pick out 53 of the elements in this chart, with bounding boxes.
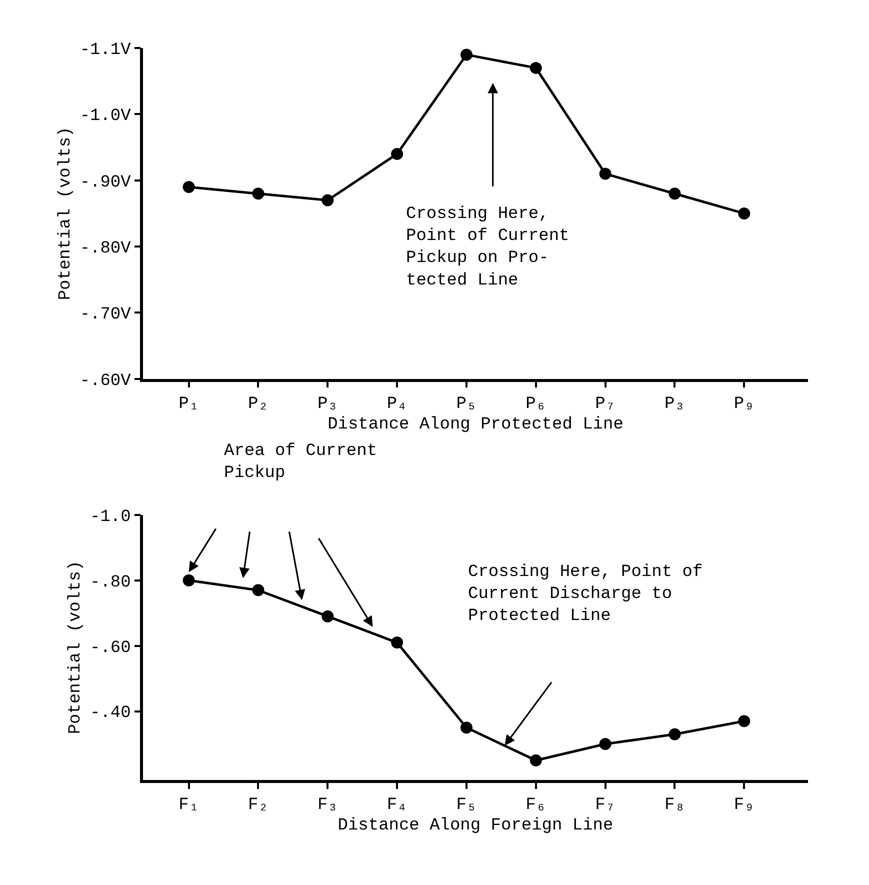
x-tick-label: F₇: [595, 796, 616, 816]
point: [738, 207, 750, 220]
x-tick-label: F₂: [248, 796, 268, 816]
y-tick-label: -1.1V: [80, 41, 132, 60]
x-tick-label: P₇: [595, 394, 616, 414]
x-tick-label: P₅: [456, 394, 477, 414]
y-tick-label: -.80V: [80, 240, 132, 258]
point: [252, 188, 264, 200]
y-tick-label: -.70V: [80, 306, 132, 325]
y-tick-label: -.60V: [80, 372, 132, 391]
x-tick-label: P₃: [317, 394, 338, 414]
point: [391, 148, 404, 160]
point: [182, 574, 195, 586]
x-tick-label: P₉: [734, 394, 754, 414]
point: [391, 636, 404, 649]
annotation: Crossing Here, Point of Current Pickup on Pro- tected Line: [406, 205, 570, 290]
x-tick-label: F₃: [317, 796, 338, 816]
x-tick-label: F₄: [386, 796, 408, 816]
point: [322, 610, 334, 622]
x-tick-label: F₁: [178, 796, 200, 816]
annotation: Crossing Here, Point of Current Discharge to Protected Line: [468, 563, 703, 626]
point: [599, 738, 612, 750]
point: [460, 722, 472, 734]
y-tick-label: -.40: [90, 704, 131, 724]
y-tick-label: -.60: [90, 638, 131, 658]
point: [668, 188, 681, 200]
x-tick-label: P₆: [526, 394, 546, 414]
x-tick-label: P₁: [178, 394, 200, 414]
y-tick-label: -.80: [90, 573, 131, 592]
text: Area of Current Pickup: [224, 442, 378, 484]
point: [738, 715, 750, 728]
point: [530, 754, 542, 766]
y-axis-title: Potential (volts): [66, 560, 86, 734]
y-tick-label: -1.0V: [80, 107, 132, 126]
point: [322, 194, 334, 206]
x-axis-title: Distance Along Protected Line: [328, 415, 624, 434]
x-axis-title: Distance Along Foreign Line: [338, 816, 614, 836]
point: [530, 62, 542, 74]
point: [599, 168, 612, 180]
point: [460, 48, 472, 61]
x-tick-label: P₄: [386, 394, 408, 414]
x-tick-label: F₉: [734, 796, 754, 816]
y-axis-title: Potential (volts): [56, 126, 76, 300]
y-tick-label: -.90V: [80, 173, 132, 192]
y-tick-label: -1.0: [90, 508, 131, 527]
x-tick-label: F₈: [664, 796, 685, 816]
x-tick-label: F₅: [456, 796, 477, 816]
x-tick-label: P₃: [664, 394, 685, 414]
x-tick-label: F₆: [526, 796, 546, 816]
point: [668, 728, 681, 740]
point: [182, 181, 195, 194]
point: [252, 584, 264, 596]
x-tick-label: P₂: [248, 394, 268, 414]
